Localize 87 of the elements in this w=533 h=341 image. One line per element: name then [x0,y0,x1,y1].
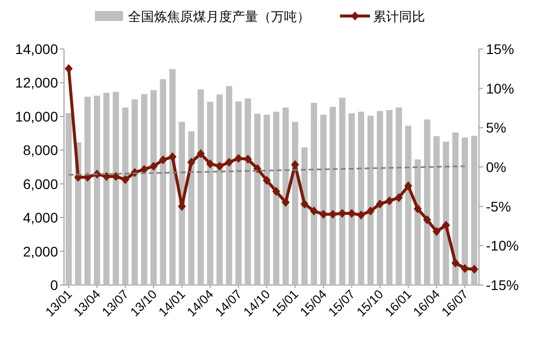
bar [433,136,440,285]
bar [282,107,289,285]
bar [310,102,318,285]
bar [169,69,176,285]
bar [216,94,223,285]
bar [462,138,468,285]
point [262,176,271,185]
bar [198,89,204,285]
point [385,196,394,206]
y-tick-label: 10,000 [15,108,58,124]
y-tick-label: 12,000 [15,74,58,91]
point [394,193,403,202]
bar [207,102,214,285]
bar [244,98,252,285]
bar [66,113,72,285]
bar [112,92,119,285]
bar [367,116,374,285]
point [253,164,262,174]
bar [264,114,270,285]
point [376,199,384,208]
point [460,264,469,273]
bar [141,94,148,285]
point [432,227,441,236]
bar [414,159,421,285]
legend-label: 全国炼焦原煤月度产量（万吨） [128,9,310,24]
point [150,162,158,171]
point [216,162,224,171]
y-tick-label: 0 [50,277,58,293]
bar [226,86,232,285]
bar [330,106,336,285]
y2-tick-label: -5% [486,198,511,214]
point [404,181,412,190]
bar [103,92,110,285]
bar [358,112,364,285]
point [168,152,176,162]
point [206,159,214,168]
bar [376,111,384,285]
bar [339,98,346,285]
point [272,186,280,196]
point [310,206,318,216]
bar [84,96,91,285]
bar [405,126,412,285]
bar [396,107,402,285]
point [225,158,234,167]
bar [273,112,280,285]
point [159,155,168,164]
point [282,198,290,207]
point [319,210,328,219]
point [187,158,196,167]
bar [320,114,326,285]
y-tick-label: 6,000 [22,176,58,192]
bar [386,110,393,285]
point [121,175,130,184]
y2-tick-label: -10% [486,238,519,254]
bar [150,90,157,285]
point [414,204,422,214]
point [338,208,346,218]
bar [160,79,166,285]
y-tick-label: 2,000 [22,243,58,260]
legend-label: 累计同比 [373,9,425,24]
bar [122,107,128,285]
bar [471,136,478,285]
point [366,206,375,216]
point [196,149,205,158]
bar [132,99,138,285]
bar [235,101,242,285]
y2-tick-label: 5% [486,120,506,136]
point [442,220,450,230]
y-tick-label: 4,000 [22,210,58,226]
y2-tick-label: -15% [486,277,519,293]
y2-tick-label: 15% [486,41,514,57]
point [300,199,309,208]
point [451,258,460,268]
bar [94,96,100,285]
bar [424,119,430,285]
point [234,154,242,163]
point [348,208,356,218]
y2-tick-label: 10% [486,80,514,96]
y-tick-label: 8,000 [22,142,58,158]
point [244,154,252,164]
point [357,210,366,220]
point [423,215,432,224]
y2-tick-label: 0% [486,159,506,175]
y-tick-label: 14,000 [15,41,58,57]
bar [348,113,355,285]
bar [254,114,260,285]
bar [188,131,194,285]
